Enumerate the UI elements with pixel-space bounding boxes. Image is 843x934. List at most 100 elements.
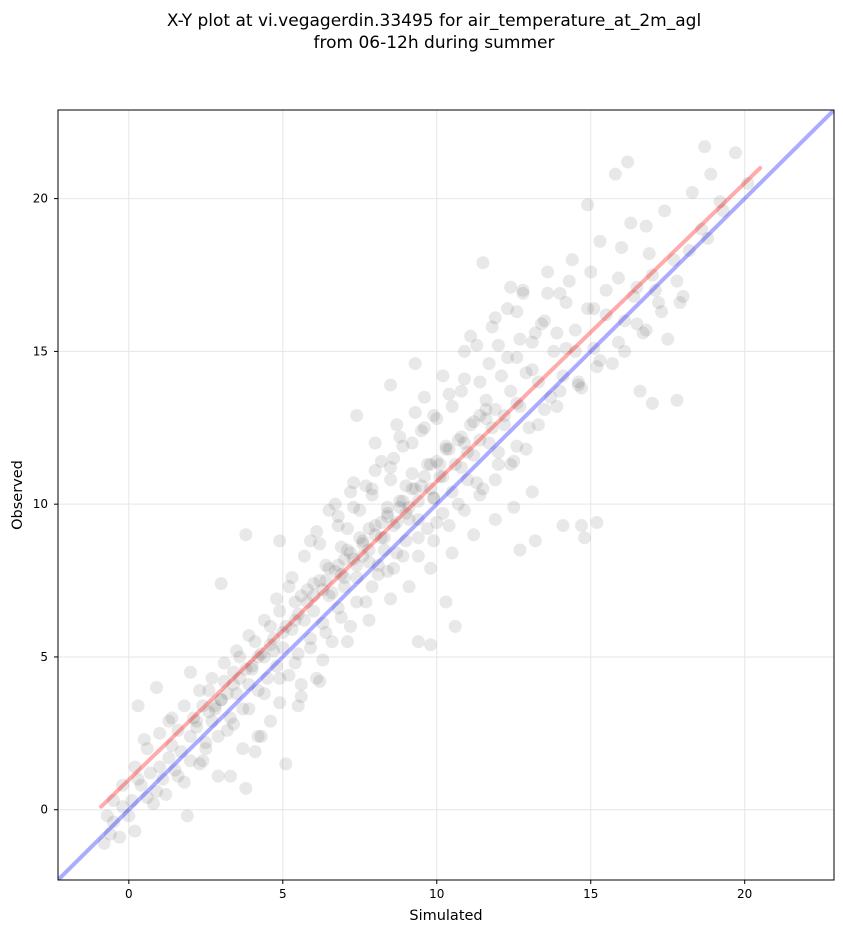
scatter-point (445, 546, 459, 560)
scatter-point (479, 393, 493, 407)
scatter-point (193, 757, 207, 771)
y-axis-ticks: 0 5 10 15 20 (33, 192, 58, 817)
scatter-point (454, 430, 468, 444)
scatter-point (436, 506, 450, 520)
scatter-point (337, 552, 351, 566)
scatter-point (285, 571, 299, 584)
scatter-point (556, 519, 570, 533)
scatter-point (685, 186, 699, 199)
scatter-point (645, 396, 659, 410)
scatter-point (273, 604, 287, 618)
scatter-point (424, 638, 438, 652)
scatter-point (682, 244, 696, 258)
scatter-point (488, 402, 502, 416)
scatter-point (294, 677, 308, 691)
scatter-point (340, 543, 354, 557)
scatter-point (211, 769, 225, 783)
scatter-point (396, 549, 410, 563)
scatter-point (384, 592, 398, 606)
y-axis-label: Observed (10, 460, 26, 530)
scatter-point (390, 546, 404, 560)
scatter-point (402, 580, 416, 594)
scatter-point (658, 204, 672, 218)
y-tick-label: 20 (33, 192, 48, 206)
scatter-point (516, 286, 530, 300)
scatter-point (405, 482, 419, 496)
scatter-point (550, 326, 564, 340)
scatter-point (568, 344, 582, 358)
scatter-point (319, 574, 333, 588)
scatter-point (504, 457, 518, 471)
scatter-point (593, 354, 607, 368)
scatter-point (670, 393, 684, 407)
scatter-point (559, 341, 573, 355)
scatter-point (608, 167, 622, 181)
scatter-point (242, 677, 256, 691)
scatter-point (276, 641, 290, 655)
scatter-point (334, 540, 348, 554)
scatter-point (214, 693, 228, 707)
scatter-point (417, 470, 431, 484)
scatter-point (568, 323, 582, 337)
scatter-point (411, 512, 425, 526)
scatter-point (559, 296, 573, 309)
scatter-point (116, 800, 130, 814)
scatter-point (442, 442, 456, 456)
scatter-point (396, 439, 410, 453)
scatter-point (528, 534, 542, 548)
scatter-point (199, 742, 213, 756)
scatter-point (615, 241, 629, 254)
scatter-point (482, 357, 496, 371)
scatter-point (636, 326, 650, 340)
scatter-point (427, 491, 441, 505)
scatter-point (451, 433, 465, 447)
scatter-point (248, 635, 262, 649)
scatter-point (651, 296, 665, 309)
scatter-point (574, 381, 588, 395)
scatter-point (488, 473, 502, 487)
scatter-point (501, 351, 515, 364)
scatter-point (470, 476, 484, 490)
scatter-point (205, 671, 219, 685)
scatter-point (285, 622, 299, 636)
scatter-point (322, 589, 336, 603)
scatter-point (282, 668, 296, 682)
scatter-point (516, 283, 530, 297)
scatter-point (457, 372, 471, 386)
scatter-point (676, 289, 690, 303)
scatter-point (344, 546, 358, 560)
scatter-point (322, 561, 336, 575)
scatter-point (525, 485, 539, 499)
scatter-point (331, 558, 345, 572)
scatter-point (223, 711, 237, 725)
scatter-point (541, 286, 555, 300)
scatter-point (411, 635, 425, 649)
scatter-point (587, 302, 601, 316)
scatter-point (304, 534, 318, 548)
scatter-point (479, 402, 493, 416)
scatter-point (220, 687, 234, 701)
scatter-point (384, 378, 398, 392)
scatter-point (507, 454, 521, 468)
scatter-point (168, 763, 182, 777)
scatter-point (457, 503, 471, 517)
scatter-point (128, 824, 142, 838)
scatter-point (380, 564, 394, 578)
scatter-point (498, 409, 512, 423)
scatter-point (476, 482, 490, 496)
scatter-point (368, 519, 382, 533)
scatter-point (143, 766, 157, 780)
scatter-point (140, 742, 154, 756)
scatter-point (491, 445, 505, 459)
scatter-point (106, 815, 120, 829)
scatter-point (621, 155, 635, 169)
scatter-point (319, 626, 333, 639)
scatter-point (424, 561, 438, 575)
scatter-point (291, 647, 305, 661)
scatter-point (214, 577, 228, 591)
scatter-point (174, 745, 188, 759)
scatter-point (190, 720, 204, 734)
scatter-point (205, 714, 219, 728)
scatter-point (267, 644, 281, 658)
scatter-point (408, 357, 422, 371)
